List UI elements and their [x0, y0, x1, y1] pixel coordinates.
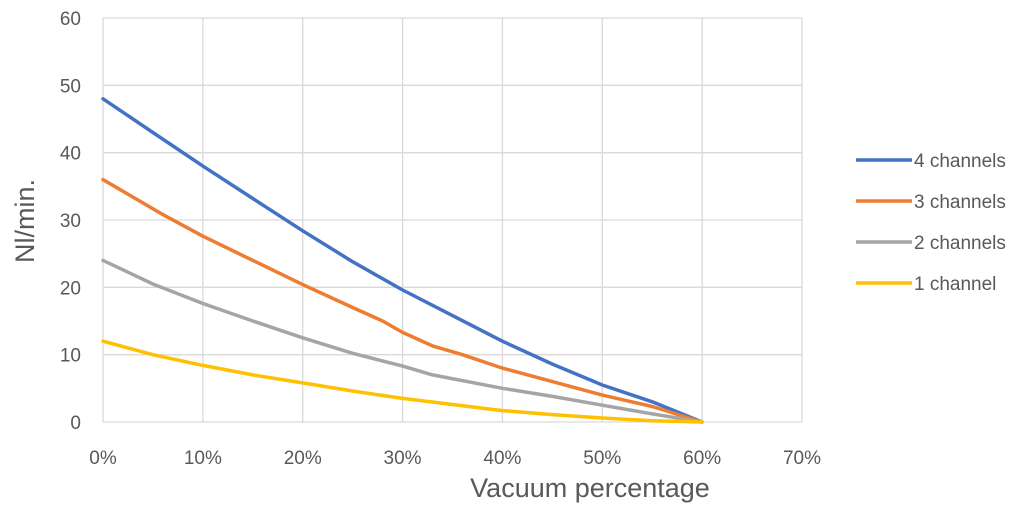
y-tick-label: 60: [60, 9, 81, 30]
x-tick-label: 70%: [783, 448, 821, 469]
y-tick-label: 0: [70, 413, 81, 434]
x-tick-label: 0%: [89, 448, 117, 469]
x-tick-label: 60%: [683, 448, 721, 469]
y-axis-title: Nl/min.: [10, 179, 40, 263]
plot-area: [101, 97, 704, 424]
series-line-1-channel: [101, 339, 704, 424]
y-axis-ticks: 0 10 20 30 40 50 60: [60, 9, 81, 434]
y-tick-label: 10: [60, 346, 81, 367]
y-tick-label: 20: [60, 278, 81, 299]
series-line-2-channels: [101, 258, 704, 424]
legend-label-1-channel: 1 channel: [914, 274, 996, 295]
x-tick-label: 30%: [384, 448, 422, 469]
x-axis-title: Vacuum percentage: [470, 473, 710, 503]
x-tick-label: 20%: [284, 448, 322, 469]
x-axis-ticks: 0% 10% 20% 30% 40% 50% 60% 70%: [89, 448, 821, 469]
y-tick-label: 30: [60, 211, 81, 232]
legend: 4 channels 3 channels 2 channels 1 channel: [856, 151, 1006, 295]
x-tick-label: 50%: [583, 448, 621, 469]
legend-label-2-channels: 2 channels: [914, 233, 1006, 254]
series-line-4-channels: [101, 97, 704, 424]
legend-label-3-channels: 3 channels: [914, 192, 1006, 213]
x-tick-label: 40%: [483, 448, 521, 469]
series-line-3-channels: [101, 177, 704, 424]
y-tick-label: 40: [60, 144, 81, 165]
y-tick-label: 50: [60, 76, 81, 97]
legend-label-4-channels: 4 channels: [914, 151, 1006, 172]
gridlines: [102, 17, 803, 423]
x-tick-label: 10%: [184, 448, 222, 469]
